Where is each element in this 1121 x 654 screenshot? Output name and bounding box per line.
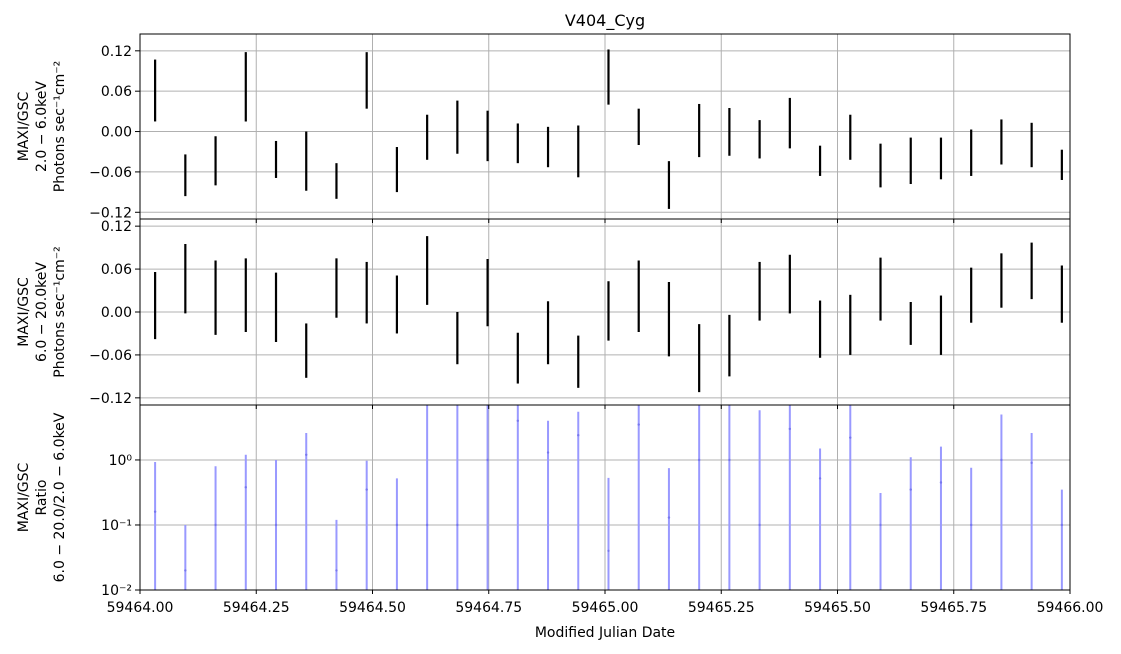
panel-ratio: 10⁰ 10⁻¹ 10⁻² MAXI/GSC Ratio 6.0 − 20.0/2.0 −… (16, 404, 1071, 599)
y-tick-label: −0.06 (89, 165, 132, 181)
data-point (909, 488, 912, 491)
x-tick-label: 59466.00 (1037, 600, 1104, 616)
y-tick-label: 10⁻² (101, 583, 132, 599)
data-point (214, 523, 217, 527)
y-axis-label-line: MAXI/GSC (16, 91, 32, 161)
y-axis-ratio: 10⁰ 10⁻¹ 10⁻² (101, 453, 140, 599)
y-axis-label-line: 6.0 − 20.0keV (34, 262, 50, 362)
data-point (365, 488, 368, 491)
data-point (335, 569, 338, 572)
data-point (697, 458, 701, 462)
x-axis: 59464.00 59464.25 59464.50 59464.75 59465.00… (107, 219, 1104, 616)
y-axis-label-line: Ratio (34, 480, 50, 516)
series-hard (154, 236, 1063, 393)
y-tick-label: 0.12 (101, 219, 132, 235)
x-tick-label: 59465.75 (920, 600, 987, 616)
data-point (849, 436, 852, 439)
data-point (667, 516, 671, 519)
data-point (305, 453, 308, 457)
chart-title: V404_Cyg (565, 11, 645, 31)
grid-lines-soft (139, 34, 1071, 219)
grid-lines-hard (139, 219, 1071, 405)
x-tick-label: 59465.50 (804, 600, 871, 616)
x-tick-label: 59465.00 (572, 600, 639, 616)
x-tick-label: 59465.25 (688, 600, 755, 616)
data-point (425, 523, 429, 527)
y-axis-label-line: MAXI/GSC (16, 462, 32, 532)
y-axis-label-line: Photons sec⁻¹cm⁻² (52, 61, 68, 193)
x-tick-label: 59464.25 (223, 600, 290, 616)
data-point (516, 419, 520, 423)
panel-hard: 0.12 0.06 0.00 −0.06 −0.12 MAXI/GSC 6.0 − 20.0… (16, 218, 1071, 407)
data-point (153, 510, 157, 513)
data-point (758, 523, 761, 527)
data-point (577, 434, 580, 437)
data-point (879, 523, 882, 527)
data-point (728, 458, 731, 462)
data-point (969, 523, 973, 527)
y-axis-label-line: Photons sec⁻¹cm⁻² (52, 246, 68, 378)
y-tick-label: −0.12 (89, 391, 132, 407)
data-point (818, 477, 822, 480)
data-point (244, 486, 247, 489)
grid-lines-ratio (139, 405, 1071, 591)
y-axis-label-line: MAXI/GSC (16, 277, 32, 347)
data-point (607, 549, 610, 553)
y-axis-hard: 0.12 0.06 0.00 −0.06 −0.12 (89, 219, 140, 407)
series-ratio (153, 405, 1064, 590)
data-point (395, 523, 399, 527)
y-tick-label: 10⁰ (109, 453, 133, 469)
panel-soft: 0.12 0.06 0.00 −0.06 −0.12 MAXI/GSC 2.0 − 6.0k… (16, 33, 1071, 221)
x-tick-label: 59464.50 (339, 600, 406, 616)
data-point (1000, 458, 1003, 462)
y-tick-label: 0.00 (101, 125, 132, 141)
x-axis-label: Modified Julian Date (535, 625, 675, 641)
data-point (486, 458, 489, 462)
data-point (184, 569, 187, 572)
data-point (1060, 523, 1064, 527)
data-point (939, 481, 943, 484)
data-point (637, 423, 640, 426)
data-point (1030, 461, 1033, 465)
y-tick-label: 0.06 (101, 84, 132, 100)
y-tick-label: 0.12 (101, 44, 132, 60)
data-point (274, 523, 278, 527)
y-axis-label-line: 6.0 − 20.0/2.0 − 6.0keV (52, 412, 68, 582)
data-point (788, 427, 792, 431)
y-tick-label: 0.00 (101, 305, 132, 321)
data-point (456, 523, 459, 527)
y-axis-soft: 0.12 0.06 0.00 −0.06 −0.12 (89, 44, 140, 221)
y-tick-label: 0.06 (101, 262, 132, 278)
x-tick-label: 59464.00 (107, 600, 174, 616)
y-axis-label-line: 2.0 − 6.0keV (34, 81, 50, 172)
series-soft (154, 49, 1063, 209)
data-point (546, 451, 550, 454)
y-tick-label: −0.12 (89, 205, 132, 221)
y-tick-label: 10⁻¹ (101, 518, 132, 534)
y-tick-label: −0.06 (89, 348, 132, 364)
x-tick-label: 59464.75 (455, 600, 522, 616)
